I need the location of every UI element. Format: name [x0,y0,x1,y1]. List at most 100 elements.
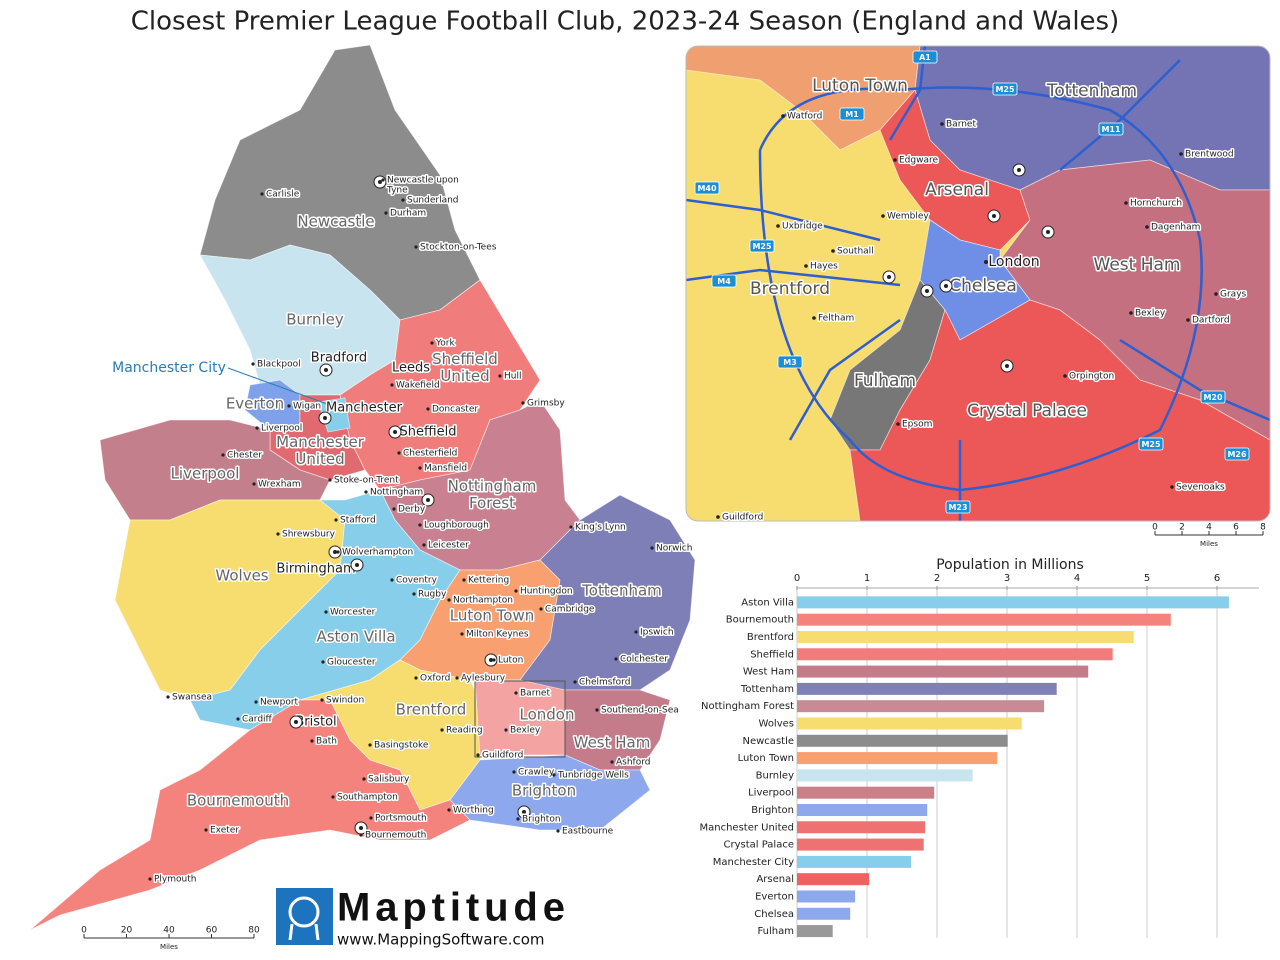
city-label: Liverpool [261,424,302,434]
inset-city-label: Hayes [810,262,838,272]
inset-city-label: Dartford [1192,316,1230,326]
inset-city-label: Barnet [946,120,976,130]
inset-frame [474,680,566,758]
x-tick-label: 1 [864,573,870,584]
city-label: Luton [498,656,523,666]
inset-city-label: Brentwood [1185,150,1234,160]
city-label: Plymouth [154,875,196,885]
city-dot [984,260,988,264]
stadium-icon [355,563,359,567]
city-dot [1170,485,1174,489]
y-tick-label: Newcastle [743,736,795,747]
road-shield [694,181,720,195]
city-label: Cambridge [545,605,595,615]
city-dot [610,760,614,764]
city-dot [447,598,451,602]
scale-label: 0 [81,926,87,936]
city-dot [221,453,225,457]
city-dot [390,383,394,387]
scale-label: 0 [1152,523,1158,533]
y-tick-label: Brighton [751,805,794,816]
bar [797,752,998,765]
club-label: Brighton [512,782,576,800]
city-dot [334,518,338,522]
city-label: Crawley [518,768,555,778]
road-label: M23 [948,503,967,512]
city-dot [504,728,508,732]
city-label: Ashford [616,758,650,768]
road [1059,59,1181,171]
city-dot [573,680,577,684]
y-tick-label: Sheffield [750,649,794,660]
city-label: Rugby [418,590,447,600]
stadium-icon [887,275,891,279]
x-tick-label: 2 [934,573,940,584]
city-label: Norwich [656,544,692,554]
bar [797,596,1229,609]
city-label: Portsmouth [375,814,427,824]
city-dot [831,249,835,253]
city-dot [650,546,654,550]
inset-club-label: Tottenham [1046,81,1137,101]
city-dot [940,122,944,126]
city-label: Reading [446,726,483,736]
city-label: Northampton [453,596,513,606]
bar [797,717,1022,730]
logo-url: www.MappingSoftware.com [337,931,545,949]
stadium-icon [359,826,363,830]
city-label: Stoke-on-Trent [334,476,399,486]
road-label: M1 [845,110,859,119]
y-tick-label: Brentford [747,632,794,643]
city-dot [1186,318,1190,322]
city-dot [455,676,459,680]
city-label: Chelmsford [579,678,630,688]
city-dot [331,795,335,799]
city-label: Bexley [510,726,541,736]
city-dot [1214,292,1218,296]
city-label: Carlisle [266,190,300,200]
inset-border [685,45,1271,522]
club-label: Newcastle [297,213,374,231]
inset-club-label: West Ham [1094,255,1181,275]
city-dot [1179,152,1183,156]
y-tick-label: Fulham [757,926,794,937]
chart-title: Population in Millions [936,557,1084,573]
page-title: Closest Premier League Football Club, 20… [131,7,1120,37]
inset-city-label: Southall [837,247,874,257]
region-tottenham [519,494,696,691]
road-label: A1 [919,53,931,62]
city-dot [336,550,340,554]
club-label: Sheffield [432,350,498,368]
city-dot [1145,225,1149,229]
road-shield [1138,437,1164,451]
city-dot [310,739,314,743]
city-dot [392,507,396,511]
city-dot [397,451,401,455]
city-dot [166,695,170,699]
road-shield [1200,390,1226,404]
city-label: Bournemouth [365,831,426,841]
road-shield [992,82,1018,96]
club-label: Tottenham [581,582,662,600]
scale-label: 2 [1179,523,1185,533]
bar [797,890,856,903]
scale-unit: Miles [1200,540,1218,548]
club-label: Forest [469,494,515,512]
city-label: Swindon [326,696,364,706]
major-city-label: Leeds [392,361,430,376]
city-dot [368,743,372,747]
city-dot [359,833,363,837]
major-city-label: Birmingham [276,562,355,577]
city-dot [614,657,618,661]
city-label: Ipswich [640,628,674,638]
city-dot [204,828,208,832]
road [758,86,1203,492]
city-label: Tyne [386,186,408,196]
club-label: Wolves [215,567,268,585]
scale-label: 8 [1260,523,1266,533]
city-label: Wigan [293,402,321,412]
city-dot [512,770,516,774]
club-label: Luton Town [450,607,535,625]
inset-city-label: Orpington [1069,372,1114,382]
bar [797,734,1008,747]
